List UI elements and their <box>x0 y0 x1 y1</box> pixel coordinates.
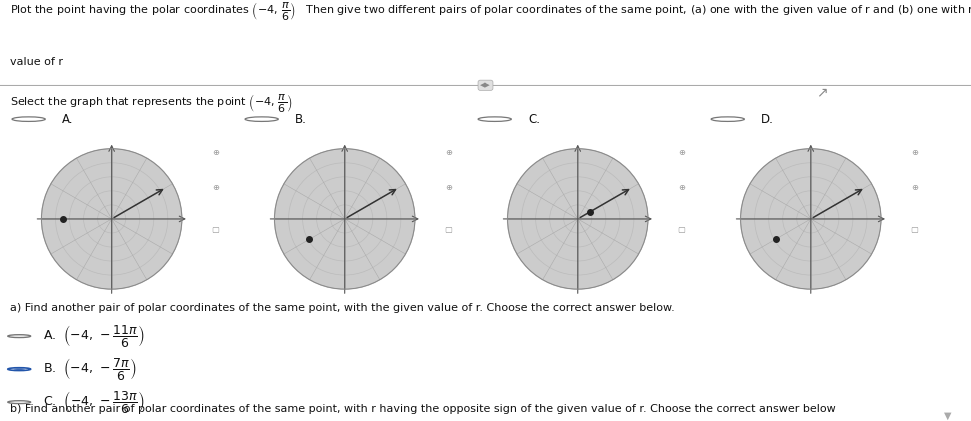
Text: ⊕: ⊕ <box>911 148 919 157</box>
Circle shape <box>42 149 182 289</box>
Text: ⊕: ⊕ <box>678 148 686 157</box>
Circle shape <box>14 368 25 370</box>
Text: ⊕: ⊕ <box>911 183 919 192</box>
Text: Select the graph that represents the point $\left(-4,\,\dfrac{\pi}{6}\right)$: Select the graph that represents the poi… <box>10 92 292 114</box>
Text: b) Find another pair of polar coordinates of the same point, with r having the o: b) Find another pair of polar coordinate… <box>10 404 835 414</box>
Text: B.: B. <box>295 113 307 125</box>
Text: C.  $\left(-4,\,-\dfrac{13\pi}{6}\right)$: C. $\left(-4,\,-\dfrac{13\pi}{6}\right)$ <box>43 389 145 415</box>
Text: ▼: ▼ <box>944 411 952 421</box>
Text: $\nearrow$: $\nearrow$ <box>814 86 828 100</box>
Text: A.: A. <box>62 113 74 125</box>
Text: ▢: ▢ <box>678 224 686 234</box>
Text: ⊕: ⊕ <box>445 183 452 192</box>
Circle shape <box>508 149 648 289</box>
Text: ▢: ▢ <box>445 224 452 234</box>
Text: ⊕: ⊕ <box>678 183 686 192</box>
Text: Plot the point having the polar coordinates $\left(-4,\,\dfrac{\pi}{6}\right)$  : Plot the point having the polar coordina… <box>10 0 971 22</box>
Text: ⊕: ⊕ <box>445 148 452 157</box>
Text: value of r: value of r <box>10 57 63 67</box>
Circle shape <box>275 149 415 289</box>
Text: ▢: ▢ <box>212 224 219 234</box>
Circle shape <box>741 149 881 289</box>
Text: ⊕: ⊕ <box>212 148 219 157</box>
Text: a) Find another pair of polar coordinates of the same point, with the given valu: a) Find another pair of polar coordinate… <box>10 303 675 313</box>
Text: A.  $\left(-4,\,-\dfrac{11\pi}{6}\right)$: A. $\left(-4,\,-\dfrac{11\pi}{6}\right)$ <box>43 323 145 349</box>
Text: ▢: ▢ <box>911 224 919 234</box>
Text: D.: D. <box>761 113 774 125</box>
Text: ⊕: ⊕ <box>212 183 219 192</box>
Text: B.  $\left(-4,\,-\dfrac{7\pi}{6}\right)$: B. $\left(-4,\,-\dfrac{7\pi}{6}\right)$ <box>43 356 137 382</box>
Text: ◀▶: ◀▶ <box>480 82 491 88</box>
Text: C.: C. <box>528 113 540 125</box>
